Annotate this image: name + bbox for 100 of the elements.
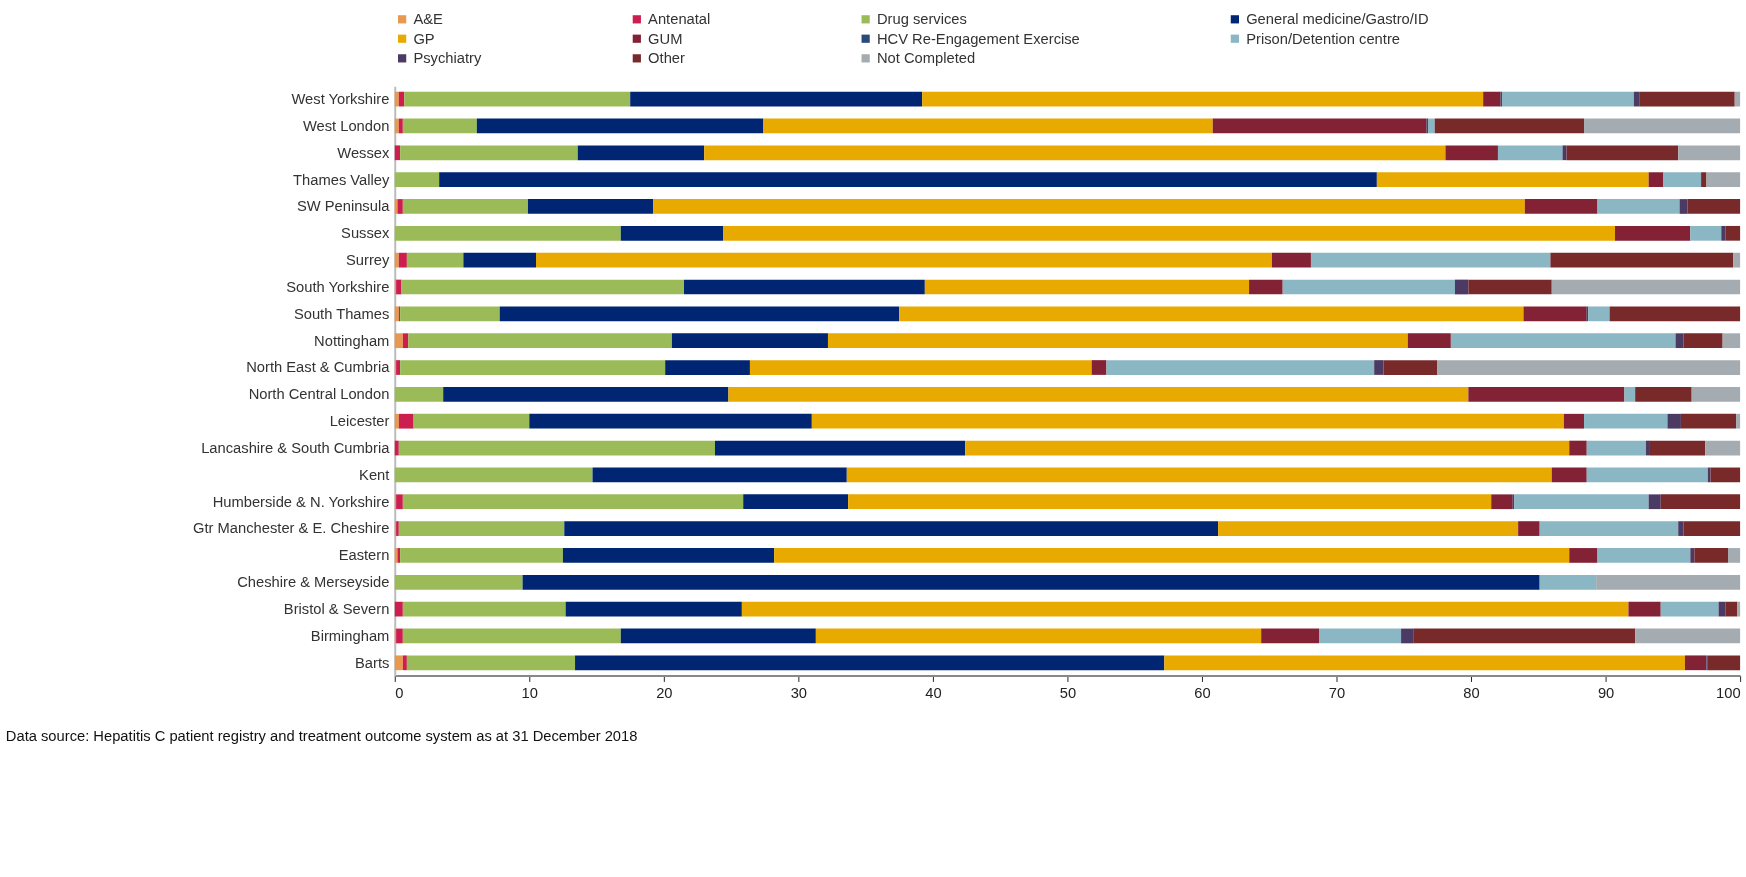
bar bbox=[1468, 387, 1625, 402]
bar bbox=[1737, 601, 1741, 617]
bar bbox=[815, 628, 1262, 644]
bar bbox=[1468, 279, 1552, 295]
bar bbox=[402, 199, 528, 214]
bar bbox=[1271, 252, 1311, 268]
legend-label: General medicine/Gastro/ID bbox=[1246, 11, 1429, 28]
bar bbox=[922, 91, 1484, 107]
y-tick-label: South Thames bbox=[293, 305, 390, 322]
y-tick-label: South Yorkshire bbox=[286, 278, 390, 295]
bar bbox=[400, 548, 563, 563]
x-tick-label: 10 bbox=[521, 684, 538, 701]
bar bbox=[1218, 521, 1519, 536]
bar bbox=[1212, 118, 1427, 134]
bar bbox=[1648, 494, 1661, 510]
bar bbox=[394, 306, 399, 322]
x-tick-label: 90 bbox=[1597, 684, 1615, 701]
bar bbox=[397, 199, 403, 214]
bar bbox=[564, 521, 1219, 536]
bar bbox=[439, 172, 1377, 187]
bar bbox=[1445, 145, 1498, 161]
bar bbox=[406, 655, 576, 671]
bar bbox=[620, 628, 816, 644]
bar bbox=[1401, 628, 1414, 644]
bar bbox=[846, 467, 1552, 483]
bar bbox=[723, 225, 1615, 241]
y-tick-label: Wessex bbox=[337, 144, 390, 161]
bar bbox=[1660, 601, 1719, 617]
bar bbox=[749, 360, 1092, 375]
bar bbox=[394, 655, 403, 671]
bar bbox=[562, 548, 775, 563]
bar bbox=[394, 91, 399, 107]
x-tick-label: 20 bbox=[656, 684, 673, 701]
bar bbox=[1707, 467, 1711, 483]
y-tick-label: Surrey bbox=[346, 252, 390, 269]
bar bbox=[1282, 279, 1455, 295]
bar bbox=[630, 91, 923, 107]
bar bbox=[499, 306, 900, 322]
y-tick-label: Eastern bbox=[338, 547, 390, 564]
bar bbox=[401, 279, 685, 295]
bar bbox=[1660, 494, 1741, 510]
bar bbox=[1563, 413, 1585, 429]
y-tick-label: Bristol & Severn bbox=[283, 601, 390, 618]
bar bbox=[1539, 574, 1597, 590]
bar bbox=[398, 252, 407, 268]
bar bbox=[394, 145, 401, 161]
y-tick-label: Cheshire & Merseyside bbox=[237, 574, 390, 591]
bar bbox=[536, 252, 1272, 268]
bar bbox=[1721, 225, 1726, 241]
bar bbox=[1319, 628, 1402, 644]
bar bbox=[728, 387, 1469, 402]
bar bbox=[1597, 548, 1691, 563]
bar bbox=[1491, 494, 1513, 510]
bar bbox=[1569, 548, 1598, 563]
bar bbox=[1249, 279, 1283, 295]
bar bbox=[1434, 118, 1585, 134]
bar bbox=[398, 118, 403, 134]
y-tick-label: Leicester bbox=[329, 413, 390, 430]
bar bbox=[575, 655, 1165, 671]
bar bbox=[408, 333, 672, 349]
x-tick-label: 30 bbox=[790, 684, 808, 701]
bar bbox=[1550, 252, 1734, 268]
legend-label: Not Completed bbox=[876, 50, 976, 67]
bar bbox=[1091, 360, 1107, 375]
bar bbox=[592, 467, 847, 483]
bar bbox=[1483, 91, 1501, 107]
y-tick-label: West Yorkshire bbox=[291, 91, 390, 108]
bar bbox=[1678, 521, 1684, 536]
bar bbox=[1524, 199, 1598, 214]
legend-label: GUM bbox=[648, 30, 683, 47]
bar bbox=[1106, 360, 1375, 375]
bar bbox=[1722, 333, 1741, 349]
bar bbox=[394, 333, 403, 349]
bar bbox=[1639, 91, 1735, 107]
bar bbox=[577, 145, 705, 161]
bar bbox=[396, 494, 403, 510]
bar bbox=[1584, 413, 1668, 429]
source-note: Data source: Hepatitis C patient registry and treatment outcome system as at 31 December 2018 bbox=[5, 728, 638, 745]
bar bbox=[402, 494, 744, 510]
y-tick-label: Humberside & N. Yorkshire bbox=[212, 493, 390, 510]
y-tick-label: North Central London bbox=[248, 386, 390, 403]
bar bbox=[402, 333, 409, 349]
y-tick-label: Kent bbox=[359, 466, 390, 483]
bar bbox=[1679, 199, 1688, 214]
y-tick-label: Lancashire & South Cumbria bbox=[201, 439, 391, 456]
bar bbox=[402, 628, 621, 644]
bar bbox=[1645, 440, 1650, 456]
bar bbox=[1261, 628, 1320, 644]
bar bbox=[402, 118, 477, 134]
bar bbox=[1569, 440, 1587, 456]
bar bbox=[1497, 145, 1563, 161]
bar bbox=[400, 360, 666, 375]
x-tick-label: 70 bbox=[1328, 684, 1346, 701]
bar bbox=[671, 333, 828, 349]
bar bbox=[1562, 145, 1567, 161]
bar bbox=[443, 387, 729, 402]
y-tick-label: West London bbox=[302, 117, 390, 134]
bar bbox=[394, 440, 399, 456]
bar bbox=[1690, 225, 1722, 241]
bar bbox=[1684, 655, 1707, 671]
